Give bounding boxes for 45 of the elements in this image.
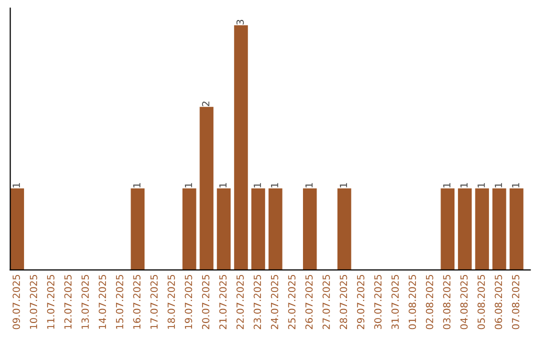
x-tick-label: 31.07.2025	[391, 274, 399, 330]
data-label: 1	[478, 183, 485, 188]
x-tick-label: 09.07.2025	[12, 274, 20, 330]
data-label: 1	[254, 183, 261, 188]
x-tick-label: 25.07.2025	[288, 274, 296, 330]
x-tick-label: 29.07.2025	[357, 274, 364, 330]
data-label: 1	[133, 183, 140, 188]
x-tick-label: 23.07.2025	[254, 274, 262, 330]
x-tick-label: 10.07.2025	[30, 274, 38, 329]
data-label: 1	[219, 183, 226, 188]
data-label: 1	[512, 183, 520, 188]
x-tick-label: 27.07.2025	[322, 274, 330, 330]
x-tick-label: 12.07.2025	[64, 274, 72, 329]
x-tick-label: 14.07.2025	[98, 274, 106, 329]
x-tick-label: 16.07.2025	[133, 274, 141, 329]
x-tick-label: 01.08.2025	[408, 274, 416, 330]
x-tick-label: 20.07.2025	[202, 274, 210, 330]
x-tick-label: 26.07.2025	[305, 274, 313, 330]
data-label: 1	[494, 183, 502, 188]
x-tick-label: 24.07.2025	[270, 274, 278, 330]
x-tick-label: 19.07.2025	[184, 274, 192, 329]
x-tick-label: 28.07.2025	[340, 274, 348, 330]
x-tick-label: 07.08.2025	[512, 274, 520, 330]
x-tick-label: 17.07.2025	[150, 274, 158, 329]
data-label: 1	[460, 183, 468, 188]
data-label: 1	[12, 183, 20, 188]
x-tick-label: 06.08.2025	[494, 274, 502, 330]
data-label: 1	[305, 183, 313, 188]
data-label: 1	[271, 183, 278, 188]
data-label: 1	[443, 183, 450, 188]
data-label: 3	[236, 20, 244, 25]
x-tick-label: 18.07.2025	[168, 274, 175, 329]
x-tick-label: 03.08.2025	[443, 274, 450, 330]
x-tick-label: 04.08.2025	[460, 274, 468, 330]
x-tick-label: 21.07.2025	[219, 274, 227, 330]
x-tick-label: 30.07.2025	[374, 274, 382, 330]
x-tick-label: 05.08.2025	[478, 274, 485, 330]
x-tick-label: 11.07.2025	[47, 274, 54, 329]
x-tick-label: 22.07.2025	[236, 274, 244, 330]
x-tick-label: 02.08.2025	[426, 274, 434, 330]
data-label: 1	[340, 183, 347, 188]
data-label: 1	[184, 183, 192, 188]
x-tick-label: 15.07.2025	[116, 274, 124, 329]
data-label: 2	[202, 102, 210, 106]
x-tick-label: 13.07.2025	[81, 274, 89, 329]
